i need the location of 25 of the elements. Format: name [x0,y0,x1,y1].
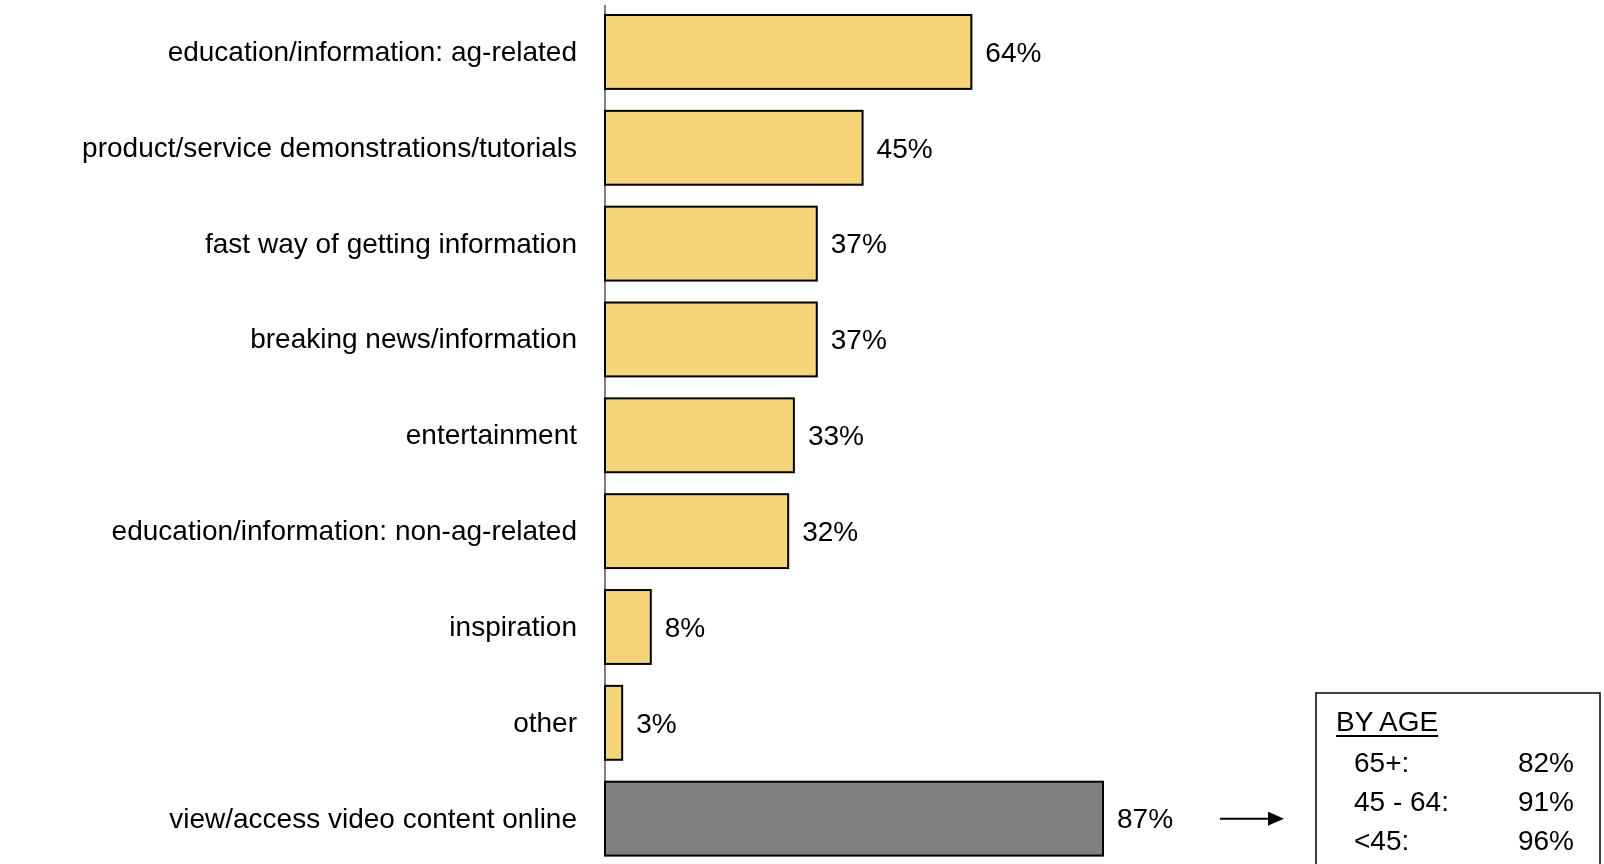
data-label: 37% [830,324,887,356]
data-label: 8% [664,611,706,643]
data-label: 45% [876,132,933,164]
text: 82% [1517,746,1574,778]
data-label: 32% [802,515,859,547]
y-tick-label: education/information: ag-related [167,35,577,67]
data-label: 3% [636,707,677,739]
data-label: 37% [830,228,887,260]
y-tick-label: view/access video content online [169,802,577,834]
text: 91% [1517,785,1574,817]
y-tick-label: fast way of getting information [205,227,577,259]
y-tick-label: other [513,706,577,738]
y-tick-label: entertainment [405,419,578,451]
text: 45 - 64: [1354,785,1449,817]
y-tick-label: inspiration [449,610,577,642]
data-label: 64% [985,36,1042,68]
data-label: 33% [807,420,864,452]
text: 96% [1517,824,1574,856]
text: BY AGE [1336,706,1439,737]
data-label: 87% [1117,803,1174,835]
text: 65+: [1354,746,1410,778]
y-tick-label: education/information: non-ag-related [111,515,577,547]
y-tick-label: breaking news/information [250,323,577,355]
y-tick-label: product/service demonstrations/tutorials [82,131,577,163]
text: <45: [1354,824,1410,856]
